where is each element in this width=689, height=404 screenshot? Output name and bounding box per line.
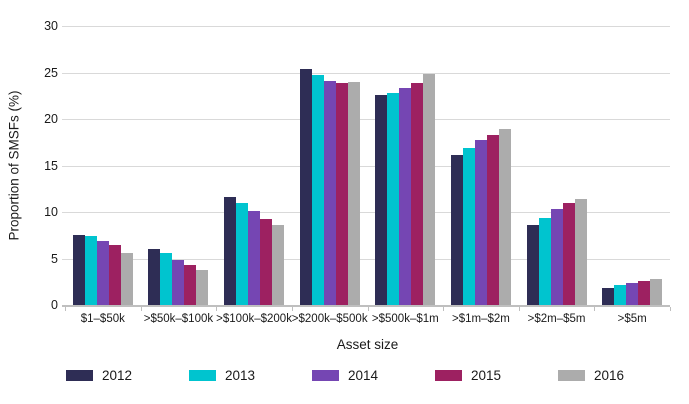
bar-2016-2 [196, 269, 209, 305]
axis-tick [443, 307, 445, 311]
legend-label-2015: 2015 [471, 368, 502, 383]
y-tick-label: 10 [44, 205, 58, 219]
legend-swatch-2016 [558, 370, 585, 381]
x-tick-label: $1–$50k [80, 313, 125, 325]
y-axis-title: Proportion of SMSFs (%) [6, 90, 22, 241]
bar-2016-7 [574, 198, 587, 305]
bar-2016-4 [347, 81, 360, 305]
x-tick-label: >$50k–$100k [143, 313, 214, 325]
bar-2012-6 [450, 155, 463, 305]
bar-2013-3 [236, 202, 249, 305]
bar-2016-1 [120, 252, 133, 305]
bar-2015-2 [184, 265, 197, 305]
bar-2015-7 [562, 202, 575, 305]
x-tick-label: >$100k–$200k [216, 313, 292, 325]
bar-2015-1 [108, 245, 121, 305]
gridline-30 [62, 26, 670, 27]
gridline-20 [62, 119, 670, 120]
gridline-25 [62, 72, 670, 74]
bar-2012-4 [299, 68, 312, 305]
axis-tick [518, 307, 520, 311]
y-tick-label: 25 [44, 65, 58, 80]
axis-tick [367, 307, 369, 311]
legend-label-2016: 2016 [594, 368, 625, 383]
bar-2015-3 [260, 218, 273, 305]
y-tick-label: 15 [44, 158, 58, 173]
legend-item-2012: 2012 [66, 368, 189, 383]
x-axis-title: Asset size [336, 337, 399, 352]
axis-tick [140, 307, 142, 311]
gridline-15 [62, 165, 670, 167]
y-tick-label: 5 [51, 251, 58, 266]
bar-2014-1 [96, 240, 109, 305]
legend: 2012 2013 2014 2015 2016 [66, 368, 681, 383]
bar-2014-7 [550, 209, 563, 305]
bar-2013-1 [84, 236, 97, 305]
legend-swatch-2012 [66, 370, 93, 381]
bar-2013-7 [538, 217, 551, 305]
bar-2015-5 [411, 82, 424, 305]
legend-item-2013: 2013 [189, 368, 312, 383]
x-tick-label: >$5m [617, 313, 647, 325]
bar-2014-3 [248, 211, 261, 305]
bar-2012-3 [224, 197, 237, 305]
legend-label-2013: 2013 [225, 368, 256, 383]
legend-swatch-2015 [435, 370, 462, 381]
axis-tick [216, 307, 218, 311]
bar-2014-2 [172, 260, 185, 305]
gridline-10 [62, 212, 670, 213]
bar-2013-6 [462, 147, 475, 305]
bar-2012-2 [148, 249, 161, 305]
bar-2012-7 [526, 225, 539, 305]
legend-item-2014: 2014 [312, 368, 435, 383]
bar-2015-4 [335, 82, 348, 305]
bar-2013-8 [614, 285, 627, 305]
gridline-5 [62, 258, 670, 260]
y-tick-label: 20 [44, 112, 58, 126]
legend-swatch-2014 [312, 370, 339, 381]
y-tick-label: 30 [44, 19, 58, 33]
bar-2015-6 [486, 134, 499, 305]
bar-2016-3 [272, 225, 285, 305]
x-axis-line [62, 305, 670, 307]
legend-swatch-2013 [189, 370, 216, 381]
bar-2016-5 [423, 74, 436, 305]
bar-2016-6 [498, 129, 511, 305]
axis-tick [291, 307, 293, 311]
bar-2012-1 [72, 235, 85, 305]
bar-2012-5 [375, 94, 388, 305]
bar-2013-5 [387, 92, 400, 305]
bar-2013-2 [160, 252, 173, 305]
x-tick-label: >$2m–$5m [527, 313, 586, 325]
x-tick-label: >$500k–$1m [371, 313, 439, 325]
legend-label-2014: 2014 [348, 368, 379, 383]
bar-2014-6 [474, 140, 487, 305]
bar-2016-8 [650, 278, 663, 305]
bar-2013-4 [311, 75, 324, 305]
legend-label-2012: 2012 [102, 368, 133, 383]
y-tick-label: 0 [51, 298, 58, 312]
legend-item-2015: 2015 [435, 368, 558, 383]
axis-tick [670, 307, 671, 311]
axis-tick [594, 307, 596, 311]
bar-2015-8 [638, 280, 651, 305]
x-tick-label: >$200k–$500k [291, 313, 368, 325]
bar-2014-8 [626, 282, 639, 305]
bar-2012-8 [602, 288, 615, 305]
x-tick-label: >$1m–$2m [452, 313, 510, 325]
legend-item-2016: 2016 [558, 368, 681, 383]
bar-2014-4 [323, 80, 336, 305]
bar-2014-5 [399, 88, 412, 305]
axis-tick [65, 307, 66, 311]
